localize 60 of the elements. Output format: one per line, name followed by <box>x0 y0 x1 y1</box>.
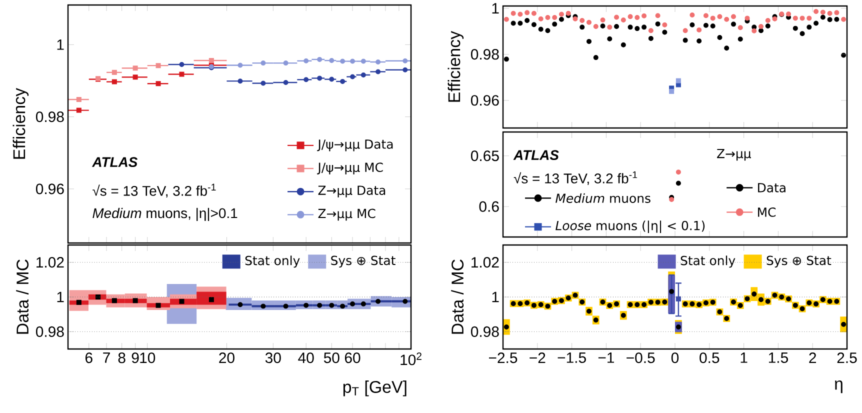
x-tick-label: 2 <box>809 352 816 363</box>
x-tick-label: 2.5 <box>837 352 857 364</box>
x-axis-title: η <box>834 380 842 394</box>
y-tick-label: 0.65 <box>470 150 499 162</box>
legend-label: Sys ⊕ Stat <box>331 256 396 268</box>
legend-label: Stat only <box>245 256 300 268</box>
legend-label: J/ψ→μμ MC <box>317 162 383 174</box>
x-tick-label: 30 <box>265 352 281 364</box>
x-tick-label: 1 <box>740 352 748 363</box>
x-tick-label: 7 <box>103 352 110 363</box>
y-tick-label: 0.98 <box>470 49 499 60</box>
y-tick-label: 0.98 <box>36 326 64 337</box>
y-tick-label: 0.98 <box>36 111 64 122</box>
x-tick-label: 10 <box>140 352 156 364</box>
x-tick-label: 8 <box>118 352 126 364</box>
legend-label: Z→μμ Data <box>318 186 386 198</box>
annotation: Medium muons, |η|>0.1 <box>92 208 238 221</box>
legend-label: Stat only <box>680 256 736 268</box>
legend-label: J/ψ→μμ Data <box>317 140 393 152</box>
x-tick-label: −2 <box>530 352 546 363</box>
annotation: √s = 13 TeV, 3.2 fb$^{-1}$ <box>514 171 638 186</box>
x-tick-label: 6 <box>85 352 92 364</box>
y-tick-label: 1.02 <box>472 257 499 268</box>
x-tick-label: 9 <box>132 352 139 364</box>
y-axis-title: Data / MC <box>16 260 29 334</box>
y-tick-label: 1 <box>57 40 64 50</box>
legend-title: Z→μμ <box>717 149 751 161</box>
legend-label: Z→μμ MC <box>318 208 376 221</box>
legend-label: MC <box>758 207 776 217</box>
x-tick-label: −1 <box>598 352 614 363</box>
x-tick-label: 0 <box>671 352 679 364</box>
x-tick-label: −1.5 <box>558 352 586 363</box>
x-tick-label: 50 <box>324 352 340 364</box>
y-axis-title: Efficiency <box>448 30 464 102</box>
x-tick-label: 20 <box>219 352 234 364</box>
x-tick-label: 0.5 <box>700 352 720 364</box>
legend-label: Loose muons (|η| < 0.1) <box>556 220 705 234</box>
x-tick-label: 10$^{2}$ <box>400 352 422 366</box>
y-axis-title: Efficiency <box>12 88 29 159</box>
y-tick-label: 1 <box>492 3 499 14</box>
annotation: ATLAS <box>92 157 138 168</box>
x-tick-label: 1.5 <box>768 352 788 363</box>
y-axis-title: Data / MC <box>451 260 464 334</box>
y-tick-label: 1 <box>57 292 64 302</box>
y-tick-label: 1.02 <box>36 257 64 268</box>
y-tick-label: 0.98 <box>470 326 499 337</box>
annotation: ATLAS <box>513 150 559 160</box>
y-tick-label: 0.96 <box>470 95 499 106</box>
x-tick-label: −2.5 <box>488 352 518 364</box>
legend-label: Data <box>758 183 786 192</box>
y-tick-label: 1 <box>492 292 499 302</box>
x-axis-title: p$_{T}$ [GeV] <box>343 380 406 396</box>
x-tick-label: 40 <box>298 352 314 364</box>
x-tick-label: 60 <box>344 352 360 364</box>
legend-label: Sys ⊕ Stat <box>766 256 832 268</box>
legend-label: Medium muons <box>556 193 650 203</box>
y-tick-label: 0.96 <box>36 184 64 194</box>
x-tick-label: −0.5 <box>626 352 655 364</box>
annotation: √s = 13 TeV, 3.2 fb$^{-1}$ <box>92 184 216 198</box>
y-tick-label: 0.6 <box>479 201 499 212</box>
